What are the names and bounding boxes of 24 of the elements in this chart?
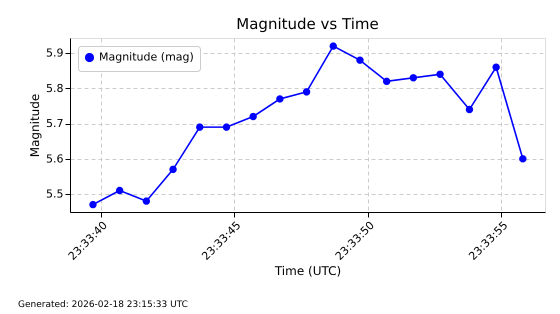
y-tick-label: 5.8 [46,82,64,95]
chart-title: Magnitude vs Time [236,15,379,33]
legend-label: Magnitude (mag) [99,50,194,64]
y-tick-label: 5.5 [46,188,64,201]
y-tick-label: 5.7 [46,117,64,130]
point [249,112,257,120]
y-axis-title: Magnitude [28,94,42,158]
point [410,74,418,82]
point [382,78,390,86]
point [276,95,284,103]
point [116,186,124,194]
point [169,166,177,174]
point [302,88,310,96]
text: Generated: 2026-02-18 23:15:33 UTC [18,300,188,310]
point [196,123,204,131]
point [330,42,337,50]
point [222,123,230,131]
point [356,56,364,64]
y-tick-label: 5.6 [46,152,64,166]
point [142,197,150,205]
x-axis-title: Time (UTC) [274,264,342,278]
y-tick-label: 5.9 [46,46,64,60]
point [436,70,444,78]
point [89,200,97,208]
